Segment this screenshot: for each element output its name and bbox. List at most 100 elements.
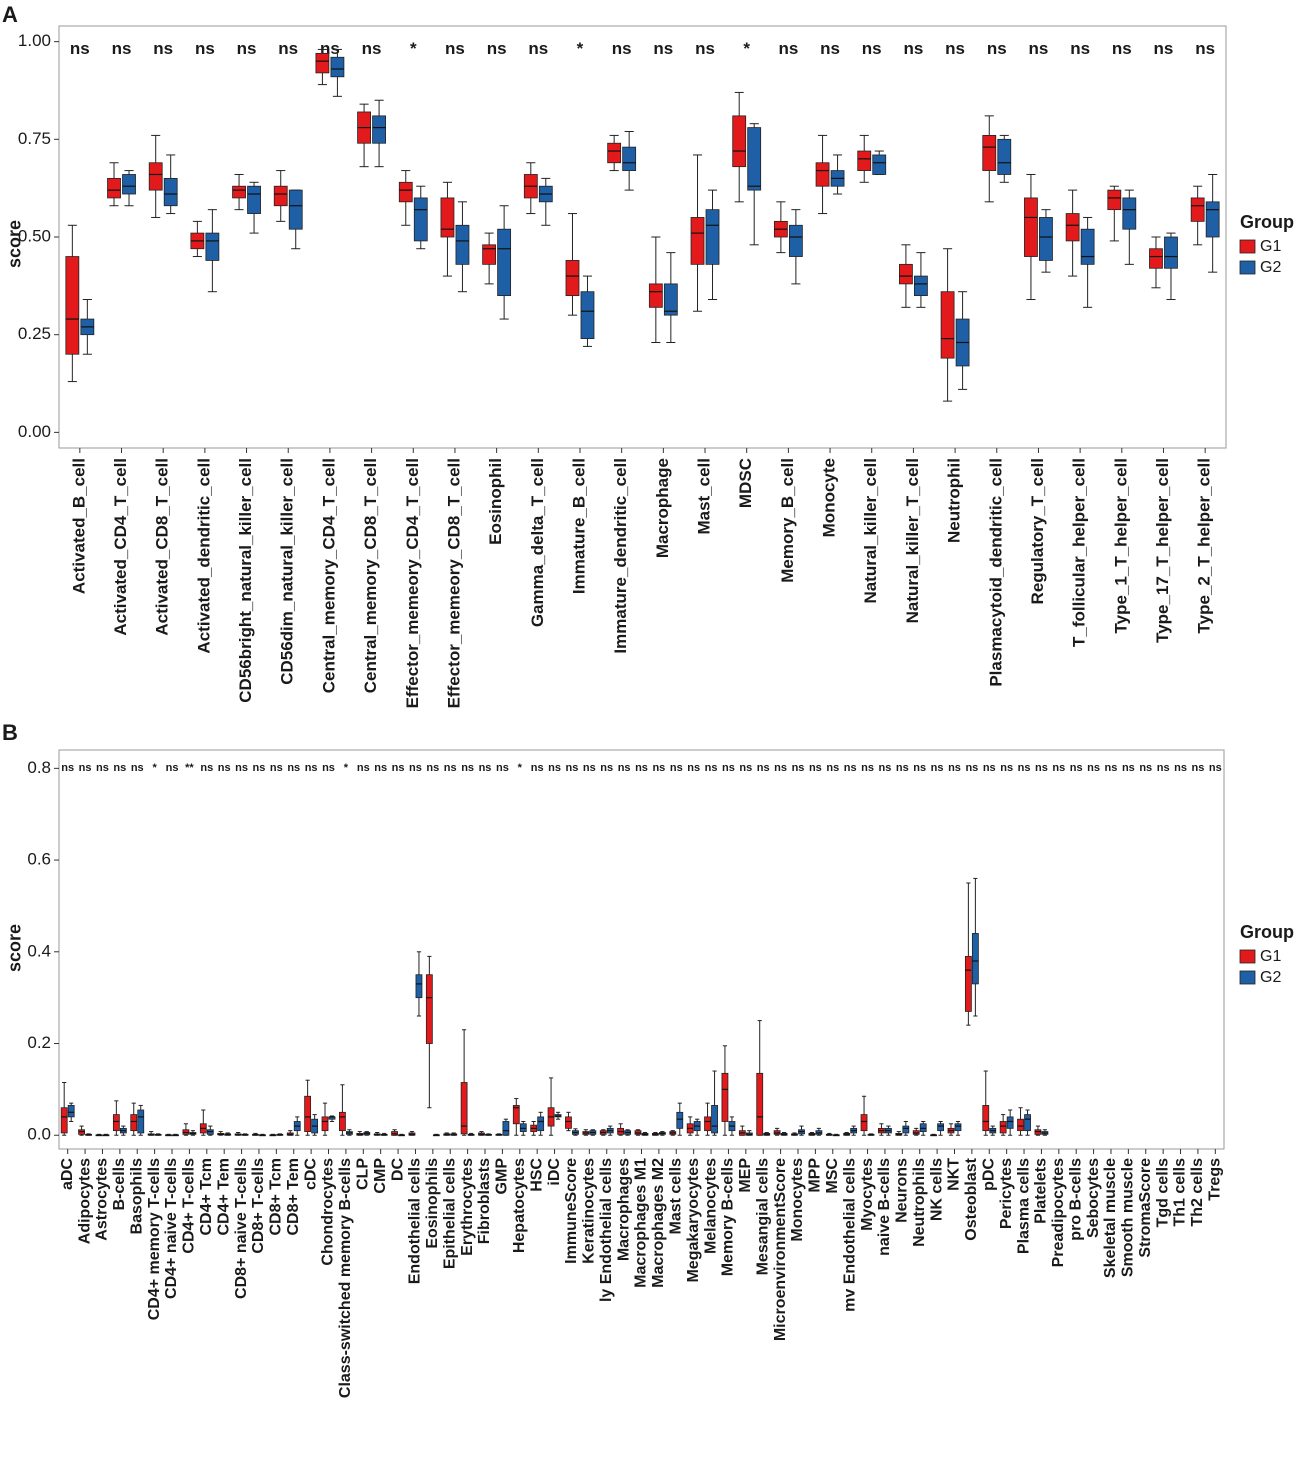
x-category-label: Basophils <box>128 1158 145 1235</box>
box-g1 <box>148 134 163 218</box>
x-category-label: Plasma cells <box>1015 1158 1032 1254</box>
box-g1 <box>565 213 580 316</box>
box-g1 <box>165 1133 172 1137</box>
box-g2 <box>641 1131 649 1136</box>
box-body <box>112 1114 120 1132</box>
x-category-label: CMP <box>372 1158 389 1194</box>
significance-label: ns <box>1139 762 1152 774</box>
box-g2 <box>872 150 887 175</box>
box-body <box>1080 228 1095 265</box>
box-body <box>788 224 803 257</box>
box-g1 <box>321 1102 329 1136</box>
box-g2 <box>589 1129 597 1136</box>
legend-swatch-g2 <box>1239 260 1256 275</box>
x-category-label: Erythrocytes <box>459 1158 476 1256</box>
box-body <box>482 244 497 265</box>
box-body <box>1017 1118 1024 1132</box>
significance-label: ns <box>612 39 632 58</box>
significance-label: ns <box>1070 39 1090 58</box>
significance-label: ns <box>757 762 770 774</box>
x-category-label: Hepatocytes <box>511 1158 528 1253</box>
significance-label: ns <box>695 39 715 58</box>
box-g1 <box>460 1029 468 1136</box>
box-g1 <box>738 1125 746 1136</box>
box-g1 <box>523 162 538 215</box>
x-category-label: Activated_dendritic_cell <box>194 458 213 654</box>
box-body <box>460 1082 468 1135</box>
box-body <box>413 197 428 242</box>
significance-label: ns <box>1029 39 1049 58</box>
box-g1 <box>982 1070 990 1136</box>
box-g2 <box>606 1125 614 1136</box>
box-g1 <box>440 181 455 277</box>
y-tick-label: 0.8 <box>27 758 51 777</box>
x-category-label: Pericytes <box>998 1158 1015 1229</box>
legend: Group G1 G2 <box>1239 212 1294 276</box>
box-body <box>580 291 595 339</box>
box-body <box>339 1111 346 1132</box>
legend-label-g1: G1 <box>1260 238 1281 255</box>
significance-label: ns <box>1154 39 1174 58</box>
box-g1 <box>940 248 955 402</box>
x-category-label: Macrophages <box>615 1158 632 1261</box>
significance-label: ns <box>583 762 596 774</box>
box-g2 <box>119 1125 127 1136</box>
x-category-label: Immature_B_cell <box>569 458 588 594</box>
significance-label: ns <box>528 39 548 58</box>
box-g2 <box>288 189 303 250</box>
box-g1 <box>843 1131 851 1136</box>
box-body <box>65 256 80 355</box>
box-g2 <box>137 1104 145 1136</box>
box-g1 <box>756 1020 764 1136</box>
significance-label: ns <box>235 762 248 774</box>
legend-label-g2: G2 <box>1260 259 1281 276</box>
box-g2 <box>432 1133 440 1137</box>
box-g1 <box>704 1102 711 1136</box>
significance-label: ns <box>548 762 561 774</box>
box-g1 <box>273 170 288 222</box>
y-tick-label: 0.6 <box>27 850 51 869</box>
x-category-label: Mast cells <box>667 1158 684 1235</box>
x-category-label: CD8+ Tem <box>285 1158 302 1236</box>
y-tick-label: 0.75 <box>18 129 51 148</box>
box-body <box>971 933 979 985</box>
box-g2 <box>624 1129 632 1136</box>
significance-label: ns <box>487 39 507 58</box>
legend-title: Group <box>1240 212 1294 232</box>
box-g2 <box>102 1133 110 1137</box>
x-category-label: CD4+ memory T-cells <box>146 1158 163 1320</box>
box-g2 <box>867 1133 875 1136</box>
box-body <box>919 1123 927 1132</box>
significance-label: ns <box>861 762 874 774</box>
box-g2 <box>206 1125 214 1136</box>
box-body <box>107 177 121 199</box>
x-category-label: Th2 cells <box>1189 1158 1206 1227</box>
significance-label: ns <box>826 762 839 774</box>
box-g1 <box>930 1133 937 1137</box>
box-g1 <box>773 201 788 254</box>
x-category-label: NK cells <box>928 1158 945 1221</box>
x-category-label: Class-switched memory B-cells <box>337 1158 354 1398</box>
box-g2 <box>955 291 970 390</box>
box-body <box>815 162 830 187</box>
box-g1 <box>107 162 121 207</box>
box-g2 <box>663 252 678 343</box>
box-g2 <box>676 1102 684 1136</box>
x-category-label: Eosinophils <box>424 1158 441 1249</box>
box-g2 <box>293 1116 301 1136</box>
box-body <box>398 181 413 203</box>
significance-label: * <box>344 762 349 774</box>
significance-label: ns <box>1195 39 1215 58</box>
significance-label: * <box>743 39 750 58</box>
box-g1 <box>286 1130 294 1136</box>
box-g1 <box>686 1116 694 1136</box>
box-body <box>860 1114 868 1132</box>
y-tick-label: 1.00 <box>18 31 51 50</box>
box-g1 <box>147 1131 155 1136</box>
box-body <box>321 1116 329 1132</box>
x-category-label: GMP <box>494 1158 511 1195</box>
box-g2 <box>554 1111 562 1120</box>
x-category-label: aDC <box>59 1158 76 1190</box>
box-g2 <box>259 1133 266 1137</box>
